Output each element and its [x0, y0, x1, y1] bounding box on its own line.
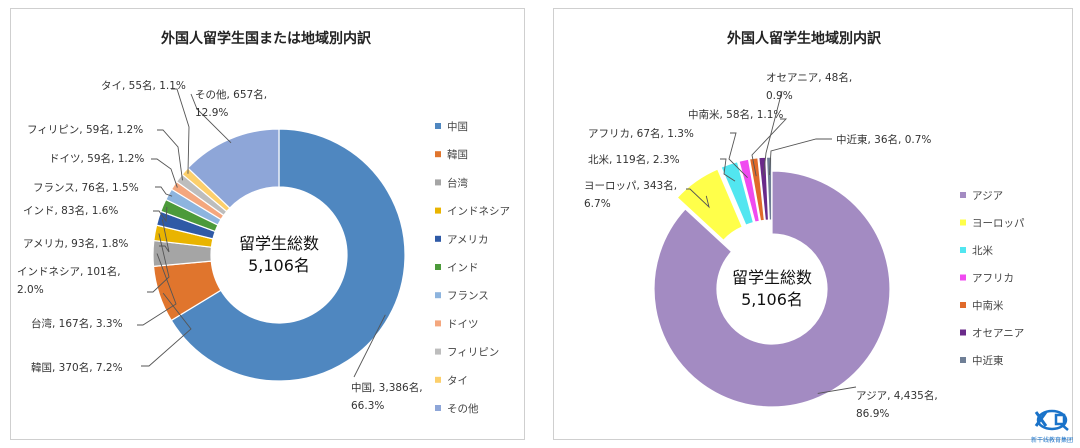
- leader-line-0: [353, 314, 386, 378]
- legend-label-2: 北米: [972, 244, 993, 257]
- legend-swatch-2: [960, 247, 966, 253]
- donut-slice-1: [676, 168, 744, 242]
- legend-swatch-2: [435, 179, 441, 186]
- legend-swatch-1: [960, 219, 966, 226]
- data-label-4: アメリカ, 93名, 1.8%: [23, 237, 128, 250]
- legend-label-9: タイ: [447, 375, 468, 387]
- legend-label-4: 中南米: [972, 299, 1004, 312]
- leader-line-2: [720, 158, 736, 182]
- leader-line-4: [751, 118, 788, 177]
- data-label-1: 韓国, 370名, 7.2%: [31, 361, 123, 374]
- leader-line-5: [153, 206, 168, 223]
- legend-swatch-6: [960, 357, 966, 363]
- leader-line-1: [686, 188, 710, 209]
- data-label-1-line2: 6.7%: [584, 198, 611, 210]
- leader-line-10: [190, 93, 232, 144]
- legend-label-5: インド: [447, 262, 479, 274]
- leader-line-9: [171, 88, 190, 174]
- legend-label-6: フランス: [447, 290, 489, 302]
- legend-label-3: インドネシア: [447, 206, 510, 218]
- legend-swatch-4: [960, 302, 966, 308]
- chart-panel-region: 外国人留学生地域別内訳留学生総数 5,106名アジア, 4,435名, 86.9% ヨ…: [553, 8, 1073, 440]
- legend-swatch-10: [435, 405, 441, 411]
- legend-swatch-6: [435, 292, 441, 299]
- data-label-3: インドネシア, 101名,: [17, 265, 121, 278]
- legend-swatch-5: [960, 329, 966, 336]
- legend-swatch-5: [435, 264, 441, 270]
- legend-label-2: 台湾: [447, 176, 468, 189]
- data-label-3: アフリカ, 67名, 1.3%: [588, 127, 694, 140]
- logo-icon: [1034, 409, 1069, 431]
- legend-label-6: 中近東: [972, 354, 1004, 367]
- data-label-10: その他, 657名,: [195, 88, 267, 101]
- legend-swatch-8: [435, 348, 441, 355]
- center-label-title: 留学生総数: [732, 268, 812, 287]
- legend-swatch-1: [435, 151, 441, 158]
- legend-label-4: アメリカ: [447, 234, 488, 246]
- chart-title: 外国人留学生国または地域別内訳: [161, 30, 372, 47]
- data-label-1: ヨーロッパ, 343名,: [584, 179, 677, 192]
- leader-line-5: [763, 90, 783, 176]
- leader-line-6: [769, 138, 832, 176]
- data-label-7: ドイツ, 59名, 1.2%: [49, 152, 144, 165]
- center-label-total: 5,106名: [248, 256, 310, 275]
- data-label-2: 北米, 119名, 2.3%: [588, 153, 680, 166]
- legend-label-7: ドイツ: [447, 318, 479, 330]
- data-label-5-line2: 0.9%: [766, 90, 793, 102]
- legend-label-1: ヨーロッパ: [972, 218, 1025, 230]
- data-label-8: フィリピン, 59名, 1.2%: [27, 123, 143, 136]
- leader-line-1: [141, 292, 192, 367]
- legend-label-3: アフリカ: [972, 273, 1014, 285]
- donut-slice-0: [653, 170, 891, 408]
- legend-label-10: その他: [447, 402, 479, 415]
- leader-line-8: [157, 129, 183, 181]
- leader-line-0: [817, 386, 857, 394]
- legend-swatch-7: [435, 320, 441, 327]
- legend-label-1: 韓国: [447, 149, 468, 161]
- leader-line-7: [151, 158, 178, 188]
- center-label-title: 留学生総数: [239, 234, 319, 253]
- center-label-total: 5,106名: [741, 290, 803, 309]
- data-label-2: 台湾, 167名, 3.3%: [31, 317, 123, 330]
- leader-line-3: [147, 233, 170, 293]
- legend-swatch-4: [435, 235, 441, 242]
- legend-swatch-3: [435, 207, 441, 214]
- data-label-6: フランス, 76名, 1.5%: [33, 181, 139, 194]
- donut-slice-10: [187, 128, 280, 209]
- data-label-0-line2: 66.3%: [351, 400, 384, 412]
- data-label-10-line2: 12.9%: [195, 107, 228, 119]
- data-label-6: 中近東, 36名, 0.7%: [836, 133, 931, 146]
- donut-slice-3: [738, 158, 761, 223]
- legend-swatch-0: [435, 123, 441, 129]
- chart-title: 外国人留学生地域別内訳: [727, 30, 882, 47]
- legend-label-0: アジア: [972, 190, 1003, 202]
- data-label-5: インド, 83名, 1.6%: [23, 204, 118, 217]
- legend-label-0: 中国: [447, 120, 468, 133]
- legend-swatch-9: [435, 376, 441, 383]
- data-label-3-line2: 2.0%: [17, 284, 44, 296]
- logo-text: 新干线教育集团: [1030, 437, 1073, 444]
- donut-slice-5: [758, 156, 770, 221]
- legend-swatch-3: [960, 274, 966, 281]
- data-label-5: オセアニア, 48名,: [766, 71, 852, 84]
- company-logo: 新干线教育集团: [1030, 406, 1074, 444]
- data-label-0: アジア, 4,435名,: [856, 389, 938, 402]
- leader-line-6: [155, 186, 173, 197]
- legend-label-8: フィリピン: [447, 347, 499, 359]
- donut-slice-0: [170, 128, 406, 382]
- legend-swatch-0: [960, 192, 966, 198]
- data-label-4: 中南米, 58名, 1.1%: [688, 108, 783, 121]
- data-label-0-line2: 86.9%: [856, 408, 889, 420]
- data-label-0: 中国, 3,386名,: [351, 381, 423, 394]
- donut-slice-6: [765, 156, 773, 221]
- data-label-9: タイ, 55名, 1.1%: [101, 79, 186, 92]
- chart-panel-country: 外国人留学生国または地域別内訳留学生総数 5,106名中国, 3,386名, 66.…: [10, 8, 525, 440]
- leader-line-4: [159, 219, 170, 253]
- legend-label-5: オセアニア: [972, 328, 1024, 340]
- leader-line-3: [728, 132, 748, 178]
